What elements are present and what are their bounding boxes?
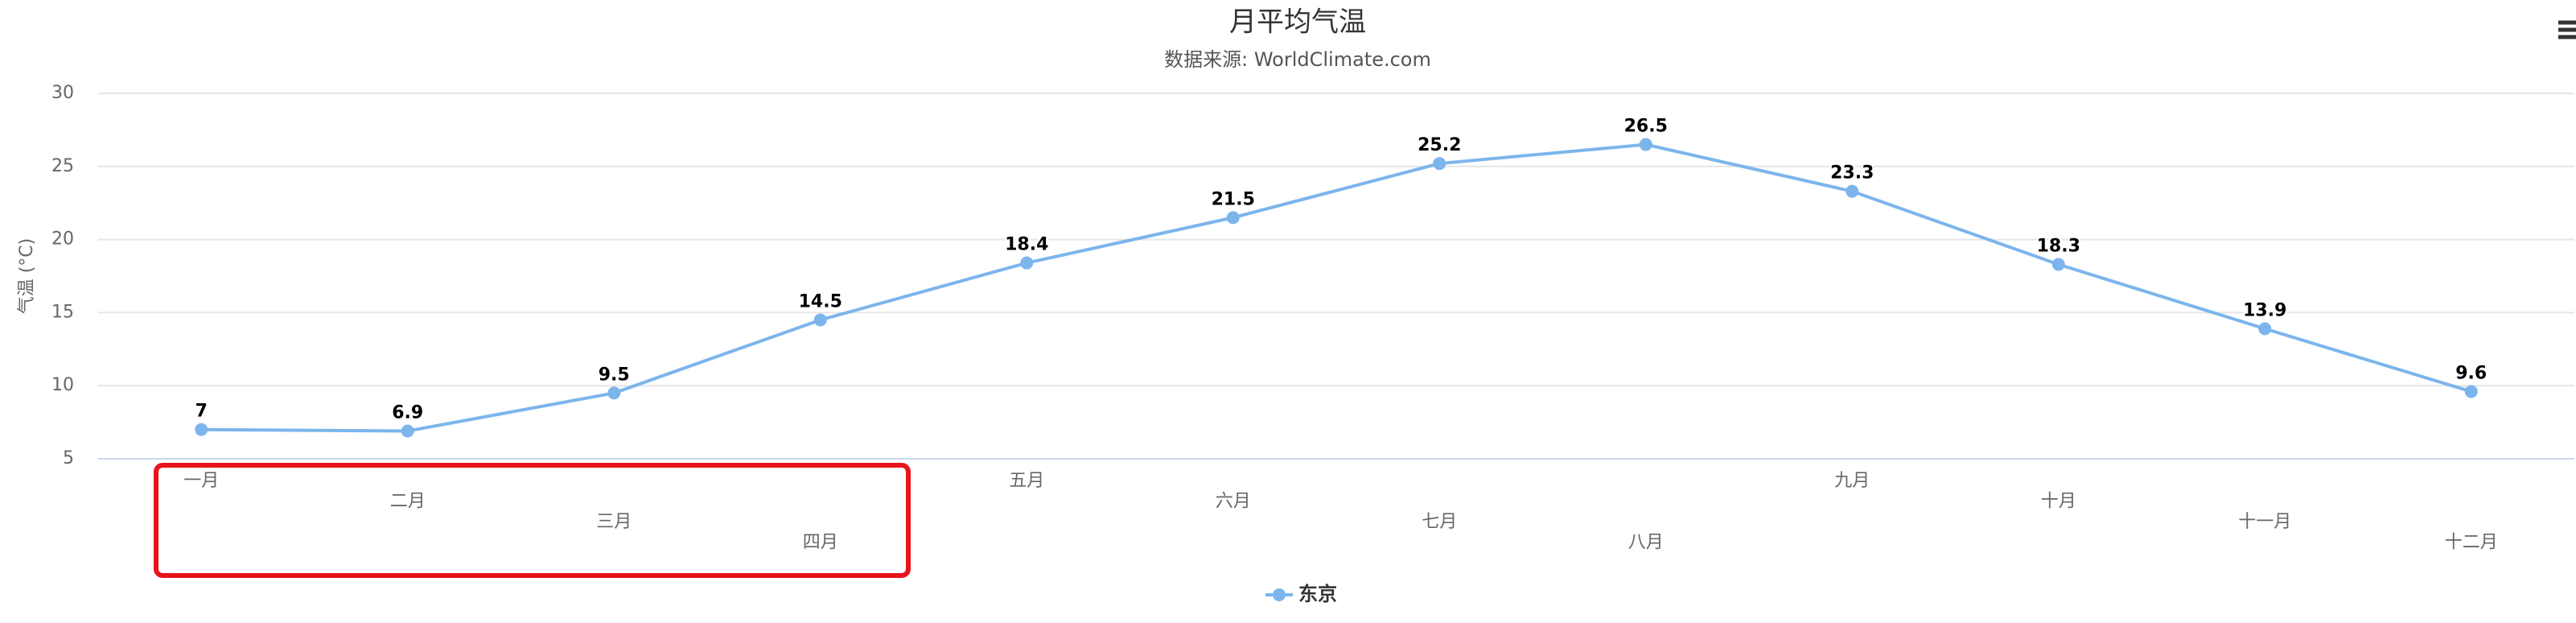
point <box>401 424 414 438</box>
x-tick-label: 十二月 <box>2445 533 2498 553</box>
point <box>1020 256 1034 270</box>
point <box>2464 385 2478 398</box>
data-label: 18.3 <box>2037 236 2080 256</box>
menu-button[interactable] <box>2558 20 2576 39</box>
x-tick-label: 五月 <box>1009 471 1044 491</box>
point <box>1433 157 1446 171</box>
data-label: 18.4 <box>1005 235 1048 255</box>
data-label: 26.5 <box>1624 117 1668 137</box>
point <box>607 386 621 400</box>
point <box>195 423 208 436</box>
line <box>201 142 2472 433</box>
y-tick-label: 20 <box>51 229 74 250</box>
legend-symbol <box>1273 588 1286 601</box>
y-tick-label: 25 <box>51 156 74 176</box>
chart-subtitle: 数据来源: WorldClimate.com <box>1164 48 1431 71</box>
y-tick-label: 15 <box>51 302 74 322</box>
chart-title: 月平均气温 <box>1229 6 1366 39</box>
x-tick-label: 一月 <box>183 471 219 491</box>
data-label: 23.3 <box>1830 163 1874 184</box>
highlight-box <box>154 463 911 578</box>
x-tick-label: 七月 <box>1422 512 1457 532</box>
x-tick-label: 九月 <box>1834 471 1870 491</box>
data-label: 14.5 <box>799 291 842 312</box>
point <box>1226 211 1240 225</box>
y-tick-label: 10 <box>51 375 74 395</box>
x-tick-label: 三月 <box>596 512 632 532</box>
data-label: 25.2 <box>1418 135 1461 155</box>
x-tick-label: 四月 <box>803 533 838 553</box>
point <box>1846 184 1859 198</box>
point <box>2258 322 2272 336</box>
x-tick-label: 十月 <box>2041 492 2076 512</box>
data-label: 9.6 <box>2455 363 2487 383</box>
y-tick-label: 5 <box>63 448 74 468</box>
x-tick-label: 二月 <box>390 492 426 512</box>
data-label: 7 <box>195 402 208 422</box>
x-tick-label: 六月 <box>1216 492 1251 512</box>
x-tick-label: 八月 <box>1628 533 1664 553</box>
y-axis-title: 气温 (°C) <box>17 238 37 315</box>
data-label: 21.5 <box>1212 189 1255 209</box>
point <box>2051 258 2065 271</box>
legend-label: 东京 <box>1298 583 1337 605</box>
data-label: 9.5 <box>599 365 630 385</box>
point <box>813 313 827 327</box>
y-tick-label: 30 <box>51 83 74 103</box>
data-label: 13.9 <box>2243 300 2286 320</box>
x-tick-label: 十一月 <box>2238 512 2291 532</box>
data-label: 6.9 <box>392 402 423 423</box>
point <box>1639 138 1652 151</box>
